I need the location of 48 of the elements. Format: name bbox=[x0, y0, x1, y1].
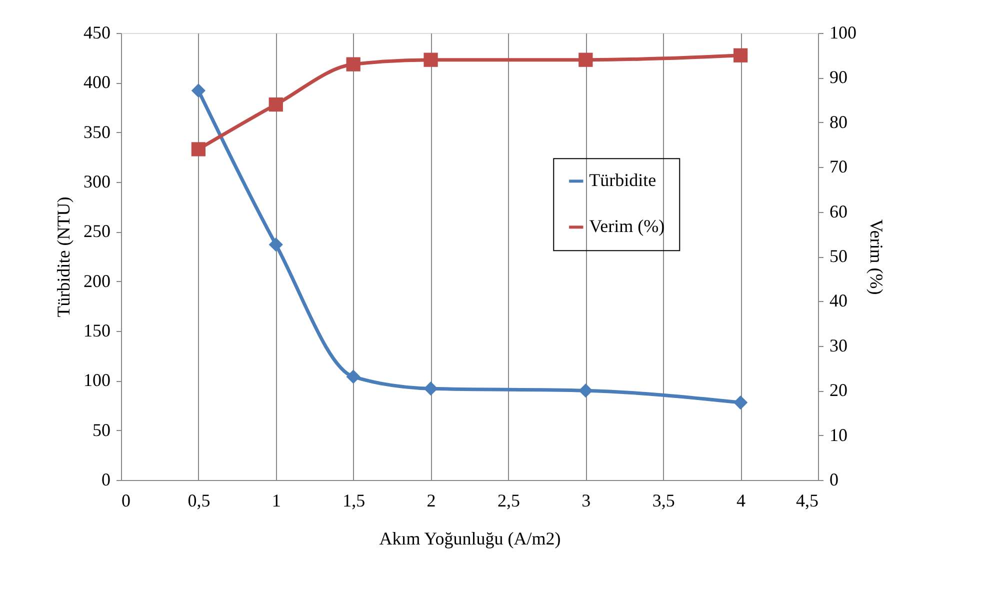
point bbox=[424, 382, 438, 396]
point bbox=[733, 395, 748, 410]
point bbox=[191, 84, 206, 98]
point bbox=[733, 48, 748, 62]
y2-tick-label: 60 bbox=[830, 201, 848, 222]
point bbox=[346, 57, 360, 72]
y-tick-label: 200 bbox=[84, 270, 110, 291]
point bbox=[424, 52, 438, 67]
y2-tick-label: 80 bbox=[830, 112, 848, 132]
y-axis-title: Türbidite (NTU) bbox=[54, 196, 74, 318]
legend-label: Verim (%) bbox=[589, 216, 665, 236]
y-tick-label: 350 bbox=[84, 122, 110, 142]
point bbox=[268, 97, 283, 112]
point bbox=[578, 384, 593, 398]
x-tick-label: 2 bbox=[426, 490, 436, 510]
y-tick-label: 150 bbox=[84, 320, 110, 340]
point bbox=[268, 238, 283, 252]
legend-label: Türbidite bbox=[589, 170, 656, 190]
y2-tick-label: 100 bbox=[830, 22, 856, 42]
x-tick-label: 2,5 bbox=[497, 490, 520, 510]
point bbox=[578, 52, 593, 67]
y2-axis-title: Verim (%) bbox=[866, 219, 886, 295]
y2-tick-label: 90 bbox=[830, 67, 848, 88]
x-tick-label: 3,5 bbox=[652, 490, 675, 510]
y-tick-label: 450 bbox=[84, 22, 110, 42]
y-tick-label: 50 bbox=[92, 420, 110, 440]
y2-tick-label: 20 bbox=[830, 380, 848, 400]
x-tick-label: 4 bbox=[736, 490, 746, 510]
y-tick-label: 250 bbox=[84, 221, 110, 242]
y-tick-label: 100 bbox=[84, 370, 110, 390]
y-tick-label: 400 bbox=[84, 72, 110, 92]
y2-tick-label: 70 bbox=[830, 156, 848, 177]
y2-tick-label: 50 bbox=[830, 246, 848, 266]
y2-tick-label: 40 bbox=[830, 290, 848, 311]
point bbox=[346, 370, 360, 384]
y2-tick-label: 0 bbox=[830, 470, 838, 490]
point bbox=[191, 142, 206, 156]
y-tick-label: 300 bbox=[84, 172, 110, 192]
y2-tick-label: 30 bbox=[830, 335, 848, 356]
x-tick-label: 4,5 bbox=[796, 490, 818, 510]
y2-tick-label: 10 bbox=[830, 424, 848, 445]
x-axis-title: Akım Yoğunluğu (A/m2) bbox=[379, 528, 561, 548]
y-tick-label: 0 bbox=[102, 470, 110, 490]
x-tick-label: 0 bbox=[122, 490, 130, 510]
x-tick-label: 0,5 bbox=[188, 490, 210, 510]
x-tick-label: 1 bbox=[272, 490, 281, 510]
x-tick-label: 3 bbox=[582, 490, 591, 510]
x-tick-label: 1,5 bbox=[342, 490, 366, 510]
